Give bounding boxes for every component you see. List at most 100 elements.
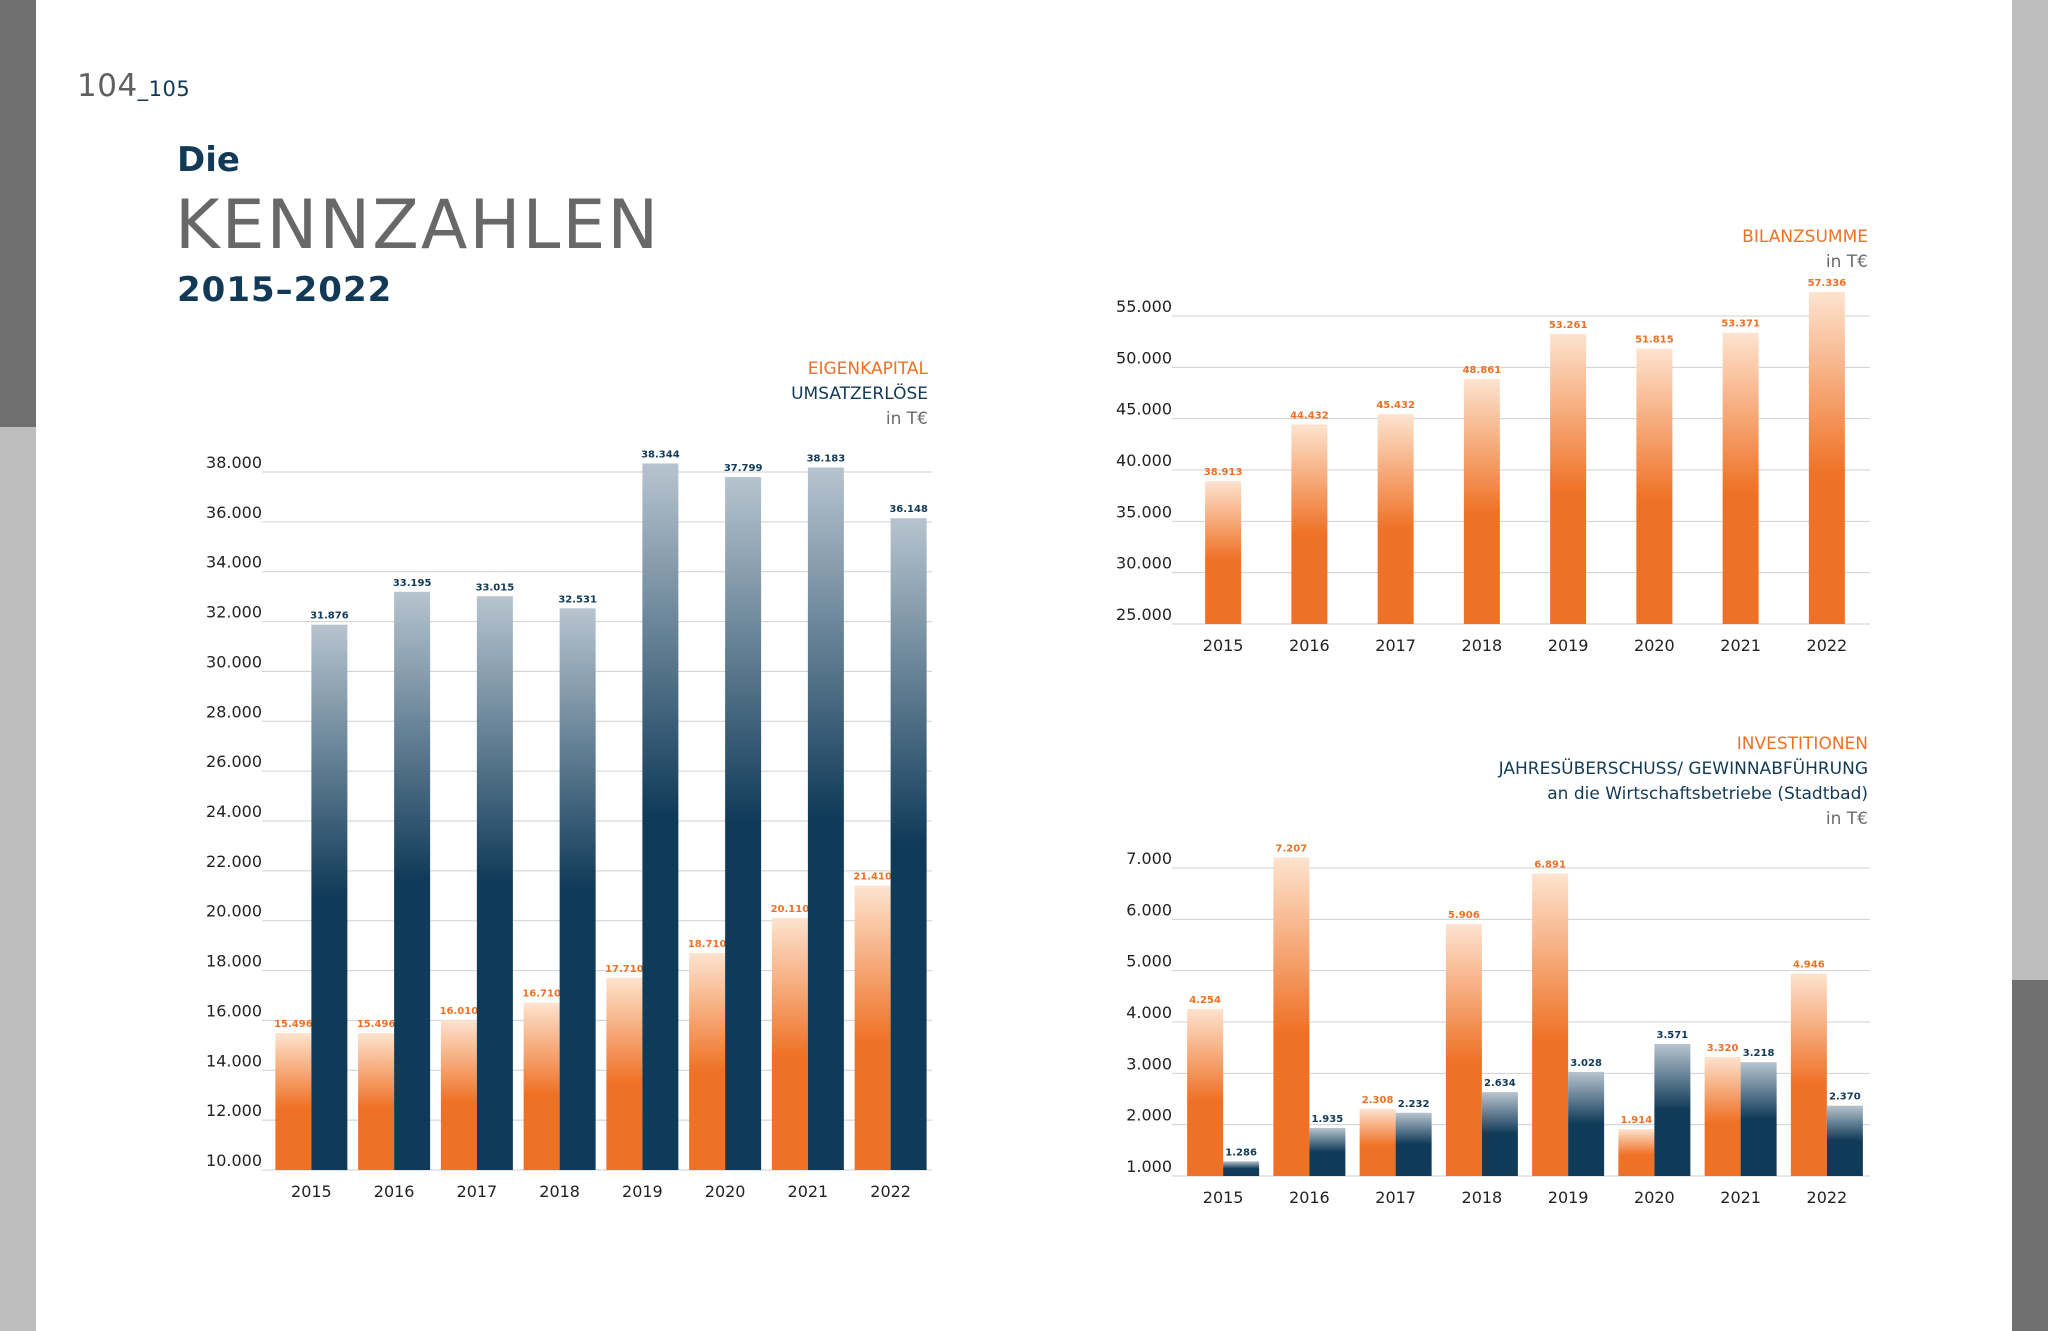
y-tick-label: 22.000 <box>206 852 262 871</box>
data-label: 20.110 <box>771 904 810 915</box>
y-tick-label: 20.000 <box>206 902 262 921</box>
x-tick-label: 2018 <box>539 1182 580 1201</box>
y-tick-label: 7.000 <box>1126 849 1172 868</box>
y-tick-label: 2.000 <box>1126 1106 1172 1125</box>
chart-bilanzsumme: 25.000 30.000 35.000 40.000 45.000 50.000 55.0… <box>1116 278 1870 655</box>
data-label: 15.496 <box>357 1019 396 1030</box>
legend-stadtbad: an die Wirtschaftsbetriebe (Stadtbad) <box>1547 784 1868 804</box>
y-tick-label: 35.000 <box>1116 502 1172 521</box>
legend-jahresueberschuss: JAHRESÜBERSCHUSS/ GEWINNABFÜHRUNG <box>1498 759 1868 779</box>
x-tick-label: 2015 <box>1203 636 1244 655</box>
data-label: 45.432 <box>1376 400 1415 411</box>
bar-jahres-berschuss-gewinnabf-hrung-2019 <box>1568 1071 1605 1176</box>
y-tick-label: 32.000 <box>206 603 262 622</box>
data-label: 3.320 <box>1707 1043 1739 1054</box>
data-label: 21.410 <box>853 872 892 883</box>
data-label: 2.634 <box>1484 1078 1516 1089</box>
x-tick-label: 2016 <box>374 1182 415 1201</box>
y-tick-label: 34.000 <box>206 553 262 572</box>
bar-umsatzerl-se-2020 <box>725 477 762 1171</box>
data-label: 3.571 <box>1657 1030 1689 1041</box>
gridlines: 25.000 30.000 35.000 40.000 45.000 50.000 55.0… <box>1116 297 1870 625</box>
x-tick-label: 2022 <box>1807 1188 1848 1207</box>
y-tick-label: 28.000 <box>206 702 262 721</box>
x-tick-label: 2016 <box>1289 636 1330 655</box>
bar-umsatzerl-se-2017 <box>476 596 513 1170</box>
data-label: 1.914 <box>1621 1115 1653 1126</box>
bar-bilanzsumme-2022 <box>1808 292 1845 624</box>
y-tick-label: 16.000 <box>206 1001 262 1020</box>
x-tick-label: 2021 <box>1720 636 1761 655</box>
x-tick-label: 2015 <box>1203 1188 1244 1207</box>
y-tick-label: 10.000 <box>206 1151 262 1170</box>
x-tick-label: 2015 <box>291 1182 332 1201</box>
data-label: 38.344 <box>641 449 680 460</box>
y-tick-label: 5.000 <box>1126 952 1172 971</box>
x-tick-label: 2016 <box>1289 1188 1330 1207</box>
gridlines: 10.000 12.000 14.000 16.000 18.000 20.000 22.0… <box>206 453 932 1171</box>
data-label: 16.010 <box>440 1006 479 1017</box>
y-tick-label: 4.000 <box>1126 1003 1172 1022</box>
data-label: 53.261 <box>1549 320 1588 331</box>
data-label: 5.906 <box>1448 910 1480 921</box>
bar-investitionen-2020 <box>1618 1129 1655 1176</box>
bar-eigenkapital-2016 <box>358 1032 395 1170</box>
bar-investitionen-2019 <box>1532 873 1569 1176</box>
y-tick-label: 18.000 <box>206 952 262 971</box>
x-tick-label: 2017 <box>457 1182 498 1201</box>
y-tick-label: 3.000 <box>1126 1054 1172 1073</box>
bar-eigenkapital-2020 <box>689 952 726 1170</box>
bar-bilanzsumme-2020 <box>1636 348 1673 624</box>
data-label: 48.861 <box>1463 365 1502 376</box>
x-tick-label: 2017 <box>1375 1188 1416 1207</box>
title-die: Die <box>177 140 240 180</box>
data-label: 38.913 <box>1204 467 1243 478</box>
x-tick-label: 2020 <box>1634 636 1675 655</box>
x-tick-label: 2022 <box>870 1182 911 1201</box>
x-tick-label: 2020 <box>705 1182 746 1201</box>
data-label: 6.891 <box>1534 860 1566 871</box>
data-label: 38.183 <box>807 453 846 464</box>
x-tick-label: 2017 <box>1375 636 1416 655</box>
bar-investitionen-2021 <box>1704 1056 1741 1176</box>
x-tick-label: 2020 <box>1634 1188 1675 1207</box>
data-label: 16.710 <box>522 989 561 1000</box>
bar-bilanzsumme-2016 <box>1291 424 1328 624</box>
data-label: 2.232 <box>1398 1099 1430 1110</box>
legend-unit: in T€ <box>1825 252 1868 272</box>
data-label: 1.286 <box>1225 1147 1257 1158</box>
bar-umsatzerl-se-2015 <box>311 624 348 1170</box>
bar-umsatzerl-se-2016 <box>394 591 431 1170</box>
legend-eigenkapital-umsatz: EIGENKAPITAL UMSATZERLÖSE in T€ <box>791 357 928 432</box>
bar-jahres-berschuss-gewinnabf-hrung-2022 <box>1826 1105 1863 1176</box>
bar-jahres-berschuss-gewinnabf-hrung-2017 <box>1395 1112 1432 1176</box>
data-label: 53.371 <box>1721 319 1760 330</box>
page-number-left: 104 <box>77 68 138 104</box>
legend-unit: in T€ <box>1825 809 1868 829</box>
bar-investitionen-2017 <box>1359 1108 1396 1176</box>
page-number-right: _105 <box>137 77 191 101</box>
y-tick-label: 12.000 <box>206 1101 262 1120</box>
legend-investitionen: INVESTITIONEN JAHRESÜBERSCHUSS/ GEWINNAB… <box>1499 732 1868 832</box>
bar-umsatzerl-se-2018 <box>559 608 596 1170</box>
title-years: 2015–2022 <box>177 270 393 310</box>
legend-unit: in T€ <box>885 409 928 429</box>
bar-eigenkapital-2015 <box>275 1032 312 1170</box>
y-tick-label: 55.000 <box>1116 297 1172 316</box>
bar-jahres-berschuss-gewinnabf-hrung-2018 <box>1481 1092 1518 1176</box>
data-label: 17.710 <box>605 964 644 975</box>
data-label: 32.531 <box>558 594 597 605</box>
x-tick-label: 2021 <box>788 1182 829 1201</box>
chart-eigenkapital-umsatz: 10.000 12.000 14.000 16.000 18.000 20.000 22.0… <box>206 449 932 1201</box>
legend-umsatzerloese: UMSATZERLÖSE <box>791 384 928 404</box>
bar-jahres-berschuss-gewinnabf-hrung-2016 <box>1309 1128 1346 1176</box>
bar-bilanzsumme-2018 <box>1463 379 1500 624</box>
x-tick-label: 2022 <box>1807 636 1848 655</box>
y-tick-label: 6.000 <box>1126 900 1172 919</box>
bar-bilanzsumme-2017 <box>1377 414 1414 624</box>
bar-jahres-berschuss-gewinnabf-hrung-2021 <box>1740 1062 1777 1176</box>
y-tick-label: 24.000 <box>206 802 262 821</box>
legend-eigenkapital: EIGENKAPITAL <box>807 359 928 379</box>
x-tick-label: 2021 <box>1720 1188 1761 1207</box>
data-label: 37.799 <box>724 463 763 474</box>
